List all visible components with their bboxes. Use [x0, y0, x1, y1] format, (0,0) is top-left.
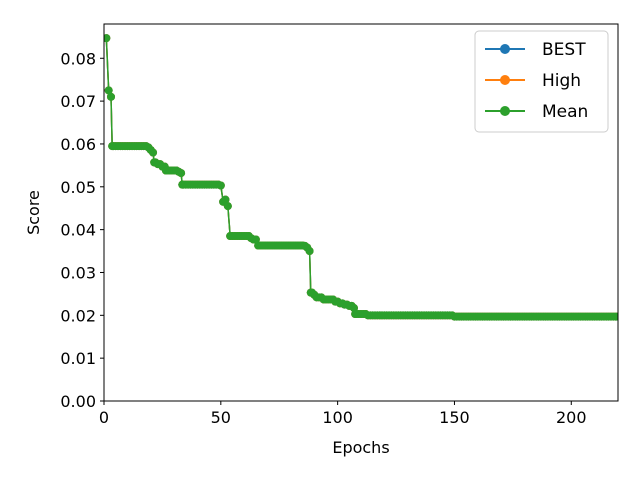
y-tick-label: 0.04: [60, 221, 96, 240]
legend-label: BEST: [542, 40, 586, 60]
y-axis-ticks: 0.00 0.01 0.02 0.03 0.04 0.05 0.06 0.07 0.08: [60, 49, 104, 411]
x-tick-label: 200: [556, 408, 587, 427]
legend-box: [474, 30, 609, 133]
x-axis-label: Epochs: [332, 438, 389, 457]
legend-marker: [500, 75, 510, 85]
data-point: [177, 169, 186, 178]
legend-label: Mean: [542, 102, 588, 122]
legend: BEST High Mean: [474, 30, 609, 133]
legend-item: Mean: [485, 102, 588, 122]
data-point: [104, 86, 113, 95]
legend-label: High: [542, 71, 581, 91]
legend-marker: [500, 44, 510, 54]
y-tick-label: 0.05: [60, 178, 96, 197]
legend-marker: [500, 106, 510, 116]
x-tick-label: 100: [322, 408, 353, 427]
x-tick-label: 150: [439, 408, 470, 427]
plot-series: [104, 34, 618, 321]
x-tick-label: 50: [211, 408, 231, 427]
y-tick-label: 0.07: [60, 92, 96, 111]
y-tick-label: 0.02: [60, 306, 96, 325]
data-point: [104, 34, 111, 43]
data-point: [107, 92, 116, 101]
x-tick-label: 0: [99, 408, 109, 427]
data-point: [251, 235, 260, 244]
y-tick-label: 0.00: [60, 392, 96, 411]
data-point: [223, 202, 232, 211]
y-tick-label: 0.03: [60, 263, 96, 282]
data-point: [216, 181, 225, 190]
plot-frame: [103, 23, 619, 402]
data-point: [349, 304, 358, 313]
y-axis-label: Score: [24, 190, 43, 235]
data-point: [305, 247, 314, 256]
series-mean: [104, 34, 618, 321]
y-tick-label: 0.06: [60, 135, 96, 154]
legend-item: High: [485, 71, 581, 91]
y-tick-label: 0.08: [60, 49, 96, 68]
x-axis-ticks: 0 50 100 150 200: [99, 401, 587, 427]
data-point: [614, 312, 618, 321]
y-tick-label: 0.01: [60, 349, 96, 368]
legend-item: BEST: [485, 40, 586, 60]
data-point: [221, 195, 230, 204]
data-point: [149, 148, 158, 157]
